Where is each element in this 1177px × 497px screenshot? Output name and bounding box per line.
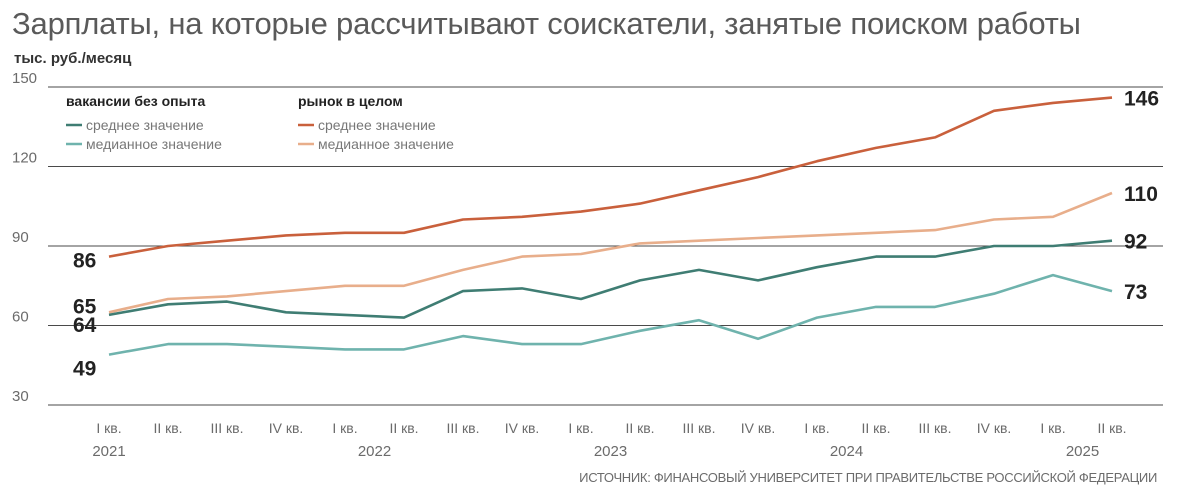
- series-start-label: 49: [73, 358, 96, 381]
- series-start-label: 65: [73, 295, 97, 318]
- series-line: [108, 191, 1113, 314]
- x-tick-label: IV кв.: [505, 420, 540, 436]
- y-axis-unit-label: тыс. руб./месяц: [14, 50, 132, 67]
- legend-item-label: медианное значение: [318, 136, 454, 152]
- legend-item-label: среднее значение: [318, 117, 436, 133]
- x-year-label: 2024: [830, 443, 863, 460]
- x-year-label: 2023: [594, 443, 627, 460]
- series-end-label: 73: [1124, 281, 1147, 304]
- x-tick-label: IV кв.: [741, 420, 776, 436]
- x-tick-label: I кв.: [568, 420, 593, 436]
- y-tick-label: 150: [12, 70, 37, 87]
- x-year-label: 2022: [358, 443, 391, 460]
- legend-item-label: среднее значение: [86, 117, 204, 133]
- source-note: ИСТОЧНИК: ФИНАНСОВЫЙ УНИВЕРСИТЕТ ПРИ ПРА…: [579, 470, 1157, 485]
- x-year-label: 2021: [92, 443, 125, 460]
- x-axis-ticks: I кв. II кв. III кв. IV кв. I кв. II кв. III к…: [92, 420, 1126, 460]
- x-tick-label: II кв.: [153, 420, 182, 436]
- legend: вакансии без опыта среднее значение медиан…: [66, 93, 454, 152]
- x-tick-label: II кв.: [625, 420, 654, 436]
- series-line: [108, 273, 1113, 356]
- series-lines: [108, 96, 1113, 356]
- gridlines: [48, 86, 1163, 406]
- series-start-label: 86: [73, 250, 96, 273]
- x-tick-label: I кв.: [1040, 420, 1065, 436]
- x-tick-label: IV кв.: [977, 420, 1012, 436]
- x-tick-label: I кв.: [804, 420, 829, 436]
- x-tick-label: II кв.: [861, 420, 890, 436]
- legend-heading: рынок в целом: [298, 93, 403, 109]
- x-tick-label: III кв.: [210, 420, 243, 436]
- series-start-label: 64: [73, 314, 97, 337]
- x-tick-label: I кв.: [332, 420, 357, 436]
- y-axis-ticks: 30 60 90 120 150: [12, 70, 37, 405]
- x-tick-label: I кв.: [96, 420, 121, 436]
- series-line: [108, 96, 1113, 258]
- x-tick-label: II кв.: [389, 420, 418, 436]
- x-tick-label: III кв.: [446, 420, 479, 436]
- x-tick-label: IV кв.: [269, 420, 304, 436]
- x-tick-label: III кв.: [918, 420, 951, 436]
- x-tick-label: III кв.: [682, 420, 715, 436]
- series-line: [108, 239, 1113, 319]
- chart-title: Зарплаты, на которые рассчитывают соиска…: [12, 6, 1081, 41]
- series-end-label: 110: [1124, 183, 1158, 206]
- x-year-label: 2025: [1066, 443, 1099, 460]
- y-tick-label: 120: [12, 150, 37, 167]
- legend-heading: вакансии без опыта: [66, 93, 205, 109]
- y-tick-label: 60: [12, 309, 29, 326]
- y-tick-label: 90: [12, 229, 29, 246]
- series-value-labels: 146 86 110 65 92 64 73 49: [73, 88, 1159, 381]
- legend-item-label: медианное значение: [86, 136, 222, 152]
- series-end-label: 146: [1124, 88, 1159, 111]
- x-tick-label: II кв.: [1097, 420, 1126, 436]
- y-tick-label: 30: [12, 388, 29, 405]
- series-end-label: 92: [1124, 231, 1147, 254]
